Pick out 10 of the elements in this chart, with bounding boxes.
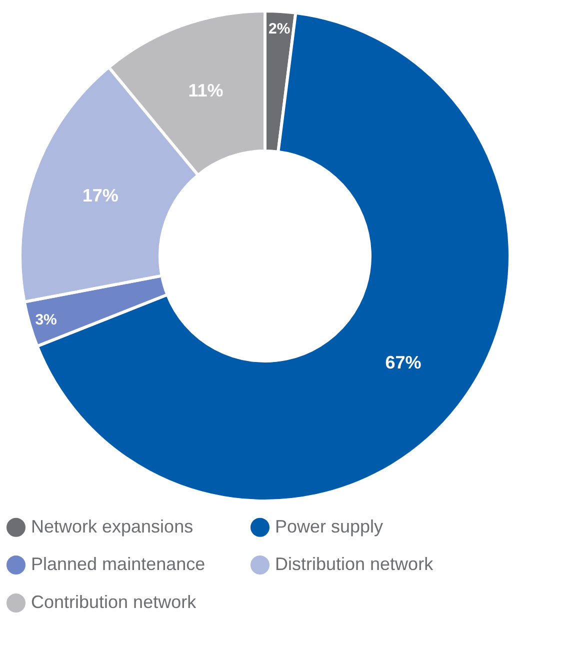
legend-label: Planned maintenance (31, 554, 206, 574)
legend-label: Network expansions (31, 516, 194, 536)
data-label: 3% (35, 312, 57, 329)
data-label: 67% (385, 352, 422, 372)
legend-label: Distribution network (275, 554, 434, 574)
data-label: 11% (188, 80, 224, 100)
data-label: 17% (82, 186, 118, 206)
data-label: 2% (268, 20, 290, 38)
legend-label: Power supply (275, 516, 384, 536)
legend-label: Contribution network (31, 592, 198, 612)
